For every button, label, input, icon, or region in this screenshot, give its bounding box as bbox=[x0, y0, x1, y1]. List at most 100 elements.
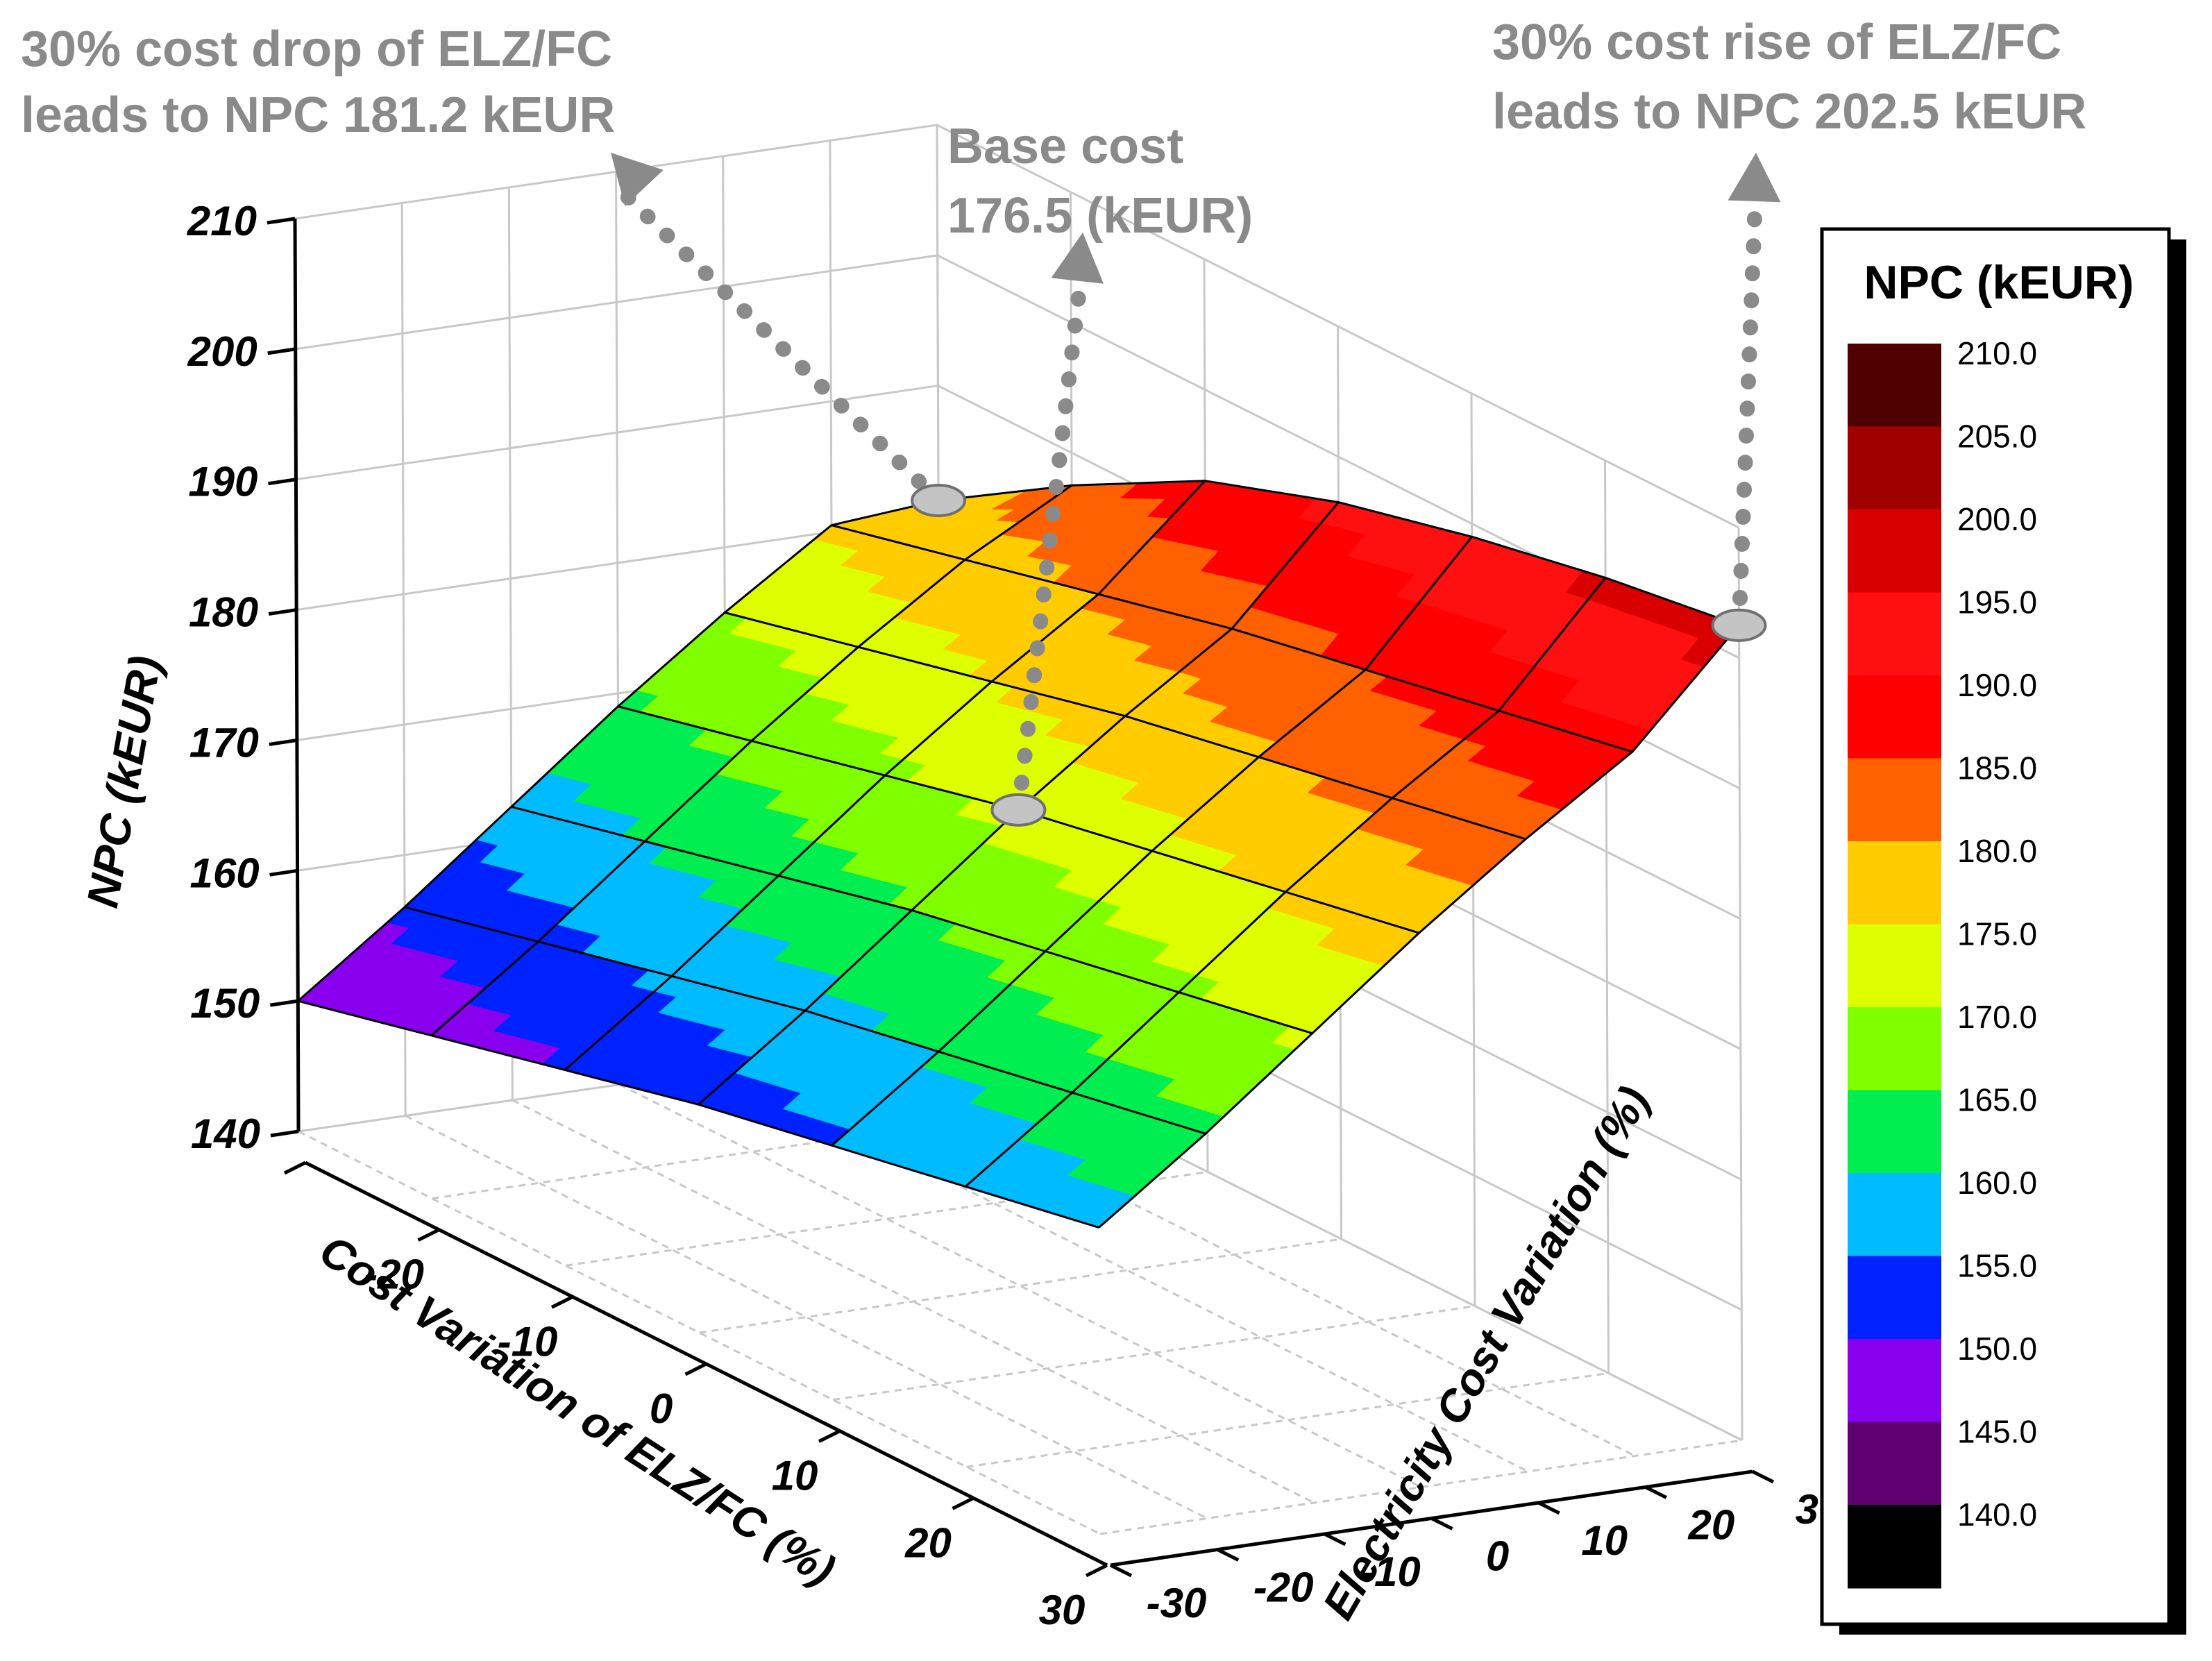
colorbar-level-label: 175.0 bbox=[1957, 916, 2037, 952]
colorbar-swatch bbox=[1848, 924, 1941, 1008]
y-tick-label: -30 bbox=[1147, 1580, 1207, 1626]
annotation-rise-line1: 30% cost rise of ELZ/FC bbox=[1492, 15, 2061, 70]
x-tick-label: 30 bbox=[1039, 1587, 1086, 1633]
z-tick-label: 150 bbox=[190, 980, 260, 1027]
colorbar-swatch bbox=[1848, 509, 1941, 593]
y-tick-label: -20 bbox=[1253, 1565, 1314, 1611]
y-tick-label: 10 bbox=[1581, 1517, 1628, 1564]
z-axis-line bbox=[293, 218, 301, 1132]
y-axis-tick bbox=[1751, 1469, 1775, 1484]
z-axis-tick bbox=[269, 999, 298, 1007]
colorbar-swatch bbox=[1848, 1173, 1941, 1257]
x-tick-label: 0 bbox=[650, 1385, 673, 1432]
colorbar-level-label: 160.0 bbox=[1957, 1165, 2037, 1201]
annotation-arrow-head bbox=[611, 153, 664, 206]
z-tick-label: 170 bbox=[189, 719, 259, 766]
colorbar-swatch bbox=[1848, 1256, 1941, 1340]
annotation-arrow-head bbox=[1051, 233, 1104, 284]
floor-gridline bbox=[966, 1372, 1609, 1468]
surface-mesh-line bbox=[724, 612, 1526, 841]
colorbar-title: NPC (kEUR) bbox=[1864, 256, 2134, 309]
colorbar-level-label: 210.0 bbox=[1957, 335, 2037, 371]
colorbar-swatch bbox=[1848, 1505, 1941, 1589]
x-axis-tick bbox=[1085, 1563, 1108, 1578]
z-axis-tick bbox=[269, 738, 298, 746]
floor-gridline bbox=[1099, 1439, 1743, 1535]
y-axis-tick bbox=[1644, 1485, 1667, 1499]
z-axis-tick bbox=[267, 217, 296, 225]
x-tick-label: -10 bbox=[498, 1318, 558, 1365]
surface-mesh-line bbox=[404, 906, 1206, 1135]
colorbar-swatch bbox=[1848, 675, 1941, 759]
y-tick-label: 0 bbox=[1486, 1533, 1509, 1580]
y-axis-tick bbox=[1537, 1501, 1560, 1515]
colorbar-swatch bbox=[1848, 426, 1941, 510]
colorbar-level-label: 195.0 bbox=[1957, 584, 2037, 621]
z-tick-label: 160 bbox=[189, 850, 259, 896]
z-tick-label: 140 bbox=[191, 1111, 260, 1157]
z-tick-label: 190 bbox=[188, 459, 257, 505]
annotation-arrow-head bbox=[1728, 153, 1781, 203]
annotation-drop-line2: leads to NPC 181.2 kEUR bbox=[21, 87, 615, 143]
y-axis-tick bbox=[1109, 1563, 1133, 1578]
colorbar-level-label: 150.0 bbox=[1957, 1331, 2037, 1367]
y-axis-tick bbox=[1324, 1532, 1346, 1546]
x-axis-tick bbox=[283, 1161, 307, 1175]
x-axis-tick bbox=[417, 1228, 440, 1242]
surface-mesh-line bbox=[938, 480, 1740, 627]
wall-gridline bbox=[1737, 527, 1744, 1441]
colorbar-swatch bbox=[1848, 592, 1941, 676]
y-axis-tick bbox=[1217, 1548, 1240, 1562]
npc-surface bbox=[297, 480, 1740, 1229]
annotation-marker bbox=[990, 793, 1047, 827]
y-axis-tick bbox=[1430, 1517, 1453, 1531]
colorbar-level-label: 155.0 bbox=[1957, 1248, 2037, 1284]
annotation-arrows bbox=[603, 153, 1781, 827]
x-axis-tick bbox=[684, 1362, 707, 1376]
floor-gridline bbox=[832, 1305, 1476, 1401]
colorbar-level-label: 205.0 bbox=[1957, 419, 2037, 455]
z-tick-label: 180 bbox=[189, 589, 258, 636]
floor-gridline bbox=[699, 1238, 1342, 1334]
z-axis-title: NPC (kEUR) bbox=[77, 652, 171, 911]
surface-mesh-line bbox=[511, 805, 1313, 1035]
y-tick-label: 20 bbox=[1687, 1502, 1734, 1549]
y-tick-label: -10 bbox=[1360, 1549, 1421, 1595]
x-axis-tick bbox=[550, 1295, 574, 1309]
colorbar-swatch bbox=[1848, 1090, 1941, 1174]
x-axis-tick bbox=[952, 1496, 974, 1510]
colorbar-swatch bbox=[1848, 758, 1941, 842]
z-axis-tick bbox=[268, 608, 297, 616]
annotation-base-line2: 176.5 (kEUR) bbox=[947, 188, 1253, 244]
colorbar-swatch bbox=[1848, 1422, 1941, 1506]
z-axis-tick bbox=[269, 868, 298, 877]
annotation-rise-line2: leads to NPC 202.5 kEUR bbox=[1492, 84, 2086, 140]
annotation-arrow-line bbox=[1011, 253, 1090, 818]
x-tick-label: 20 bbox=[904, 1519, 952, 1566]
colorbar-level-label: 180.0 bbox=[1957, 833, 2037, 869]
colorbar-level-label: 145.0 bbox=[1957, 1414, 2037, 1450]
surface-mesh-line bbox=[297, 1000, 1099, 1229]
colorbar-level-label: 140.0 bbox=[1957, 1496, 2037, 1533]
colorbar-level-label: 190.0 bbox=[1957, 667, 2037, 703]
annotation-base-line1: Base cost bbox=[947, 119, 1183, 174]
annotation-marker bbox=[911, 484, 967, 518]
annotation-arrow-line bbox=[1731, 173, 1764, 633]
colorbar-level-label: 200.0 bbox=[1957, 501, 2037, 537]
z-axis-tick bbox=[270, 1129, 299, 1138]
z-axis-tick bbox=[268, 478, 296, 486]
colorbar-swatch bbox=[1848, 1007, 1941, 1091]
annotation-drop-line1: 30% cost drop of ELZ/FC bbox=[21, 22, 612, 77]
annotation-arrow-line bbox=[603, 173, 947, 509]
colorbar-swatch bbox=[1848, 1339, 1941, 1423]
colorbar-level-label: 165.0 bbox=[1957, 1082, 2037, 1118]
x-axis-tick bbox=[818, 1429, 841, 1443]
surface-mesh-line bbox=[831, 524, 1633, 753]
z-tick-label: 210 bbox=[187, 198, 257, 244]
colorbar-swatch bbox=[1848, 841, 1941, 925]
colorbar-legend: NPC (kEUR) 210.0 205.0 200.0 195.0 190.0 185.… bbox=[1820, 227, 2186, 1635]
colorbar-level-label: 185.0 bbox=[1957, 750, 2037, 786]
wall-gridline bbox=[294, 124, 1739, 529]
